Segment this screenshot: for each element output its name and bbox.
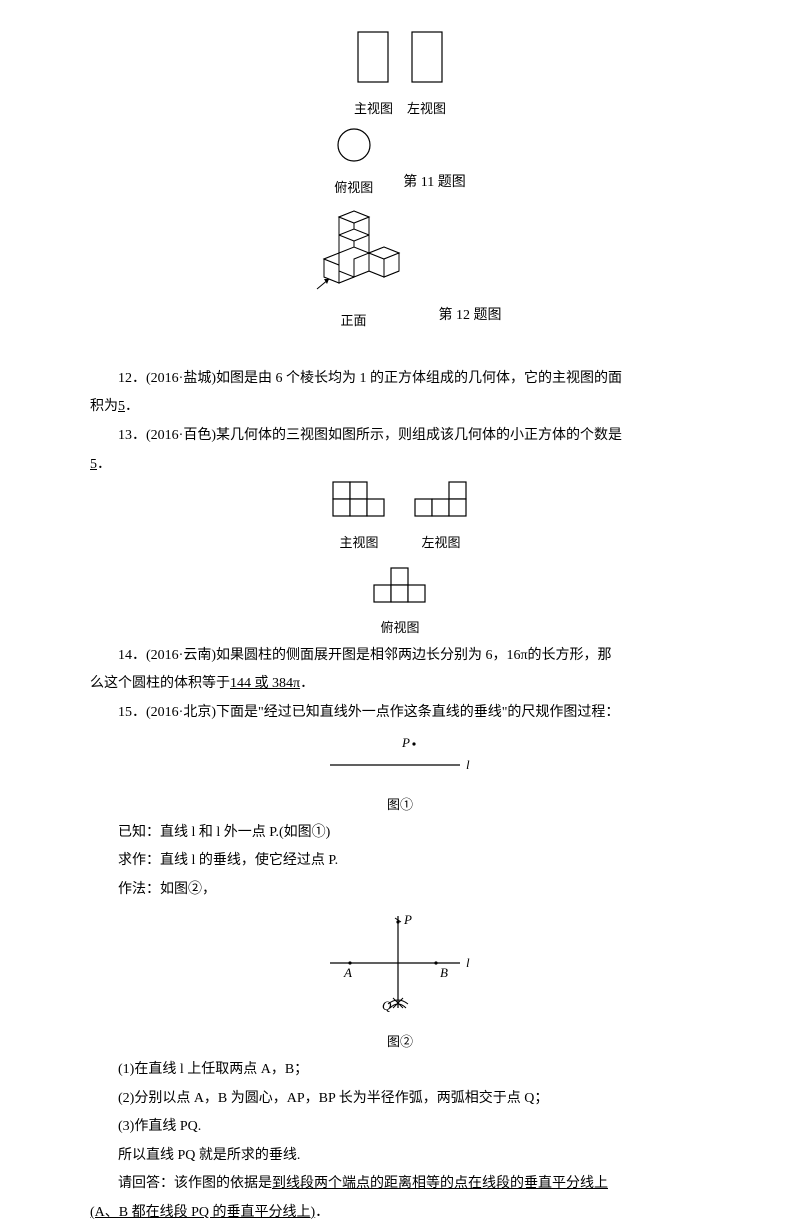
q15-lead: 15．(2016·北京)下面是"经过已知直线外一点作这条直线的垂线"的尺规作图过… <box>90 700 710 727</box>
q15-require: 求作：直线 l 的垂线，使它经过点 P. <box>90 848 710 875</box>
q12-line1: 12．(2016·盐城)如图是由 6 个棱长均为 1 的正方体组成的几何体，它的… <box>90 366 710 393</box>
q12-line2: 积为5． <box>90 394 710 421</box>
q12-answer: 5 <box>118 399 125 414</box>
q15-known: 已知：直线 l 和 l 外一点 P.(如图①) <box>90 820 710 847</box>
cubes-icon <box>299 207 409 297</box>
rect-icon <box>356 30 390 84</box>
q15-ans1: 到线段两个端点的距离相等的点在线段的垂直平分线上 <box>272 1176 608 1191</box>
q14-answer: 144 或 384π <box>230 676 300 691</box>
q15-ask-line: 请回答：该作图的依据是到线段两个端点的距离相等的点在线段的垂直平分线上 <box>90 1171 710 1198</box>
q15-s1: (1)在直线 l 上任取两点 A，B； <box>90 1057 710 1084</box>
grid-icon <box>331 480 387 518</box>
q15-conc: 所以直线 PQ 就是所求的垂线. <box>90 1143 710 1170</box>
q13-line2: 5． <box>90 452 710 479</box>
q13-top-label: 俯视图 <box>372 616 428 641</box>
q15-s3: (3)作直线 PQ. <box>90 1114 710 1141</box>
fig11-caption: 第 11 题图 <box>403 170 465 201</box>
q15-fig1-caption: 图① <box>90 793 710 818</box>
q13-main-label: 主视图 <box>331 531 387 556</box>
q13-answer: 5 <box>90 457 97 472</box>
fig11-side-label: 左视图 <box>407 97 446 122</box>
fig11-block: 主视图 左视图 俯视图 第 11 题图 <box>90 30 710 201</box>
grid-icon <box>413 480 469 518</box>
fig12-caption: 第 12 题图 <box>439 303 502 334</box>
q14-line2: 么这个圆柱的体积等于144 或 384π． <box>90 671 710 698</box>
fig12-block: 正面 第 12 题图 <box>90 207 710 334</box>
svg-text:l: l <box>466 955 470 970</box>
q15-fig2-caption: 图② <box>90 1030 710 1055</box>
q13-side-label: 左视图 <box>413 531 469 556</box>
svg-text:Q: Q <box>382 998 392 1013</box>
q15-fig1: P l 图① <box>90 735 710 818</box>
circle-icon <box>336 127 372 163</box>
q15-s2: (2)分别以点 A，B 为圆心，AP，BP 长为半径作弧，两弧相交于点 Q； <box>90 1086 710 1113</box>
q15-method: 作法：如图②， <box>90 877 710 904</box>
fig11-front: 主视图 <box>354 30 393 121</box>
svg-text:P: P <box>403 912 412 927</box>
q13-side-view: 左视图 <box>413 480 469 555</box>
perpendicular-icon: l P A B Q <box>310 908 490 1018</box>
q13-line1: 13．(2016·百色)某几何体的三视图如图所示，则组成该几何体的小正方体的个数… <box>90 423 710 450</box>
fig11-side: 左视图 <box>407 30 446 121</box>
fig11-front-label: 主视图 <box>354 97 393 122</box>
q13-main-view: 主视图 <box>331 480 387 555</box>
fig12-front-label: 正面 <box>299 309 409 334</box>
fig11-top: 俯视图 <box>334 127 373 200</box>
line-point-icon: P l <box>320 735 480 781</box>
svg-text:B: B <box>440 965 448 980</box>
rect-icon <box>410 30 444 84</box>
fig12-cubes: 正面 <box>299 207 409 334</box>
grid-icon <box>372 566 428 604</box>
q13-top-view: 俯视图 <box>372 566 428 641</box>
q15-ans-line2: (A、B 都在线段 PQ 的垂直平分线上)． <box>90 1200 710 1226</box>
q14-line1: 14．(2016·云南)如果圆柱的侧面展开图是相邻两边长分别为 6，16π的长方… <box>90 643 710 670</box>
q13-figs: 主视图 左视图 俯视图 <box>90 480 710 641</box>
q15-fig2: l P A B Q 图② <box>90 908 710 1055</box>
svg-text:l: l <box>466 757 470 772</box>
svg-text:A: A <box>343 965 352 980</box>
q15-ans2: (A、B 都在线段 PQ 的垂直平分线上) <box>90 1205 315 1220</box>
fig11-top-label: 俯视图 <box>334 176 373 201</box>
svg-text:P: P <box>401 735 410 750</box>
